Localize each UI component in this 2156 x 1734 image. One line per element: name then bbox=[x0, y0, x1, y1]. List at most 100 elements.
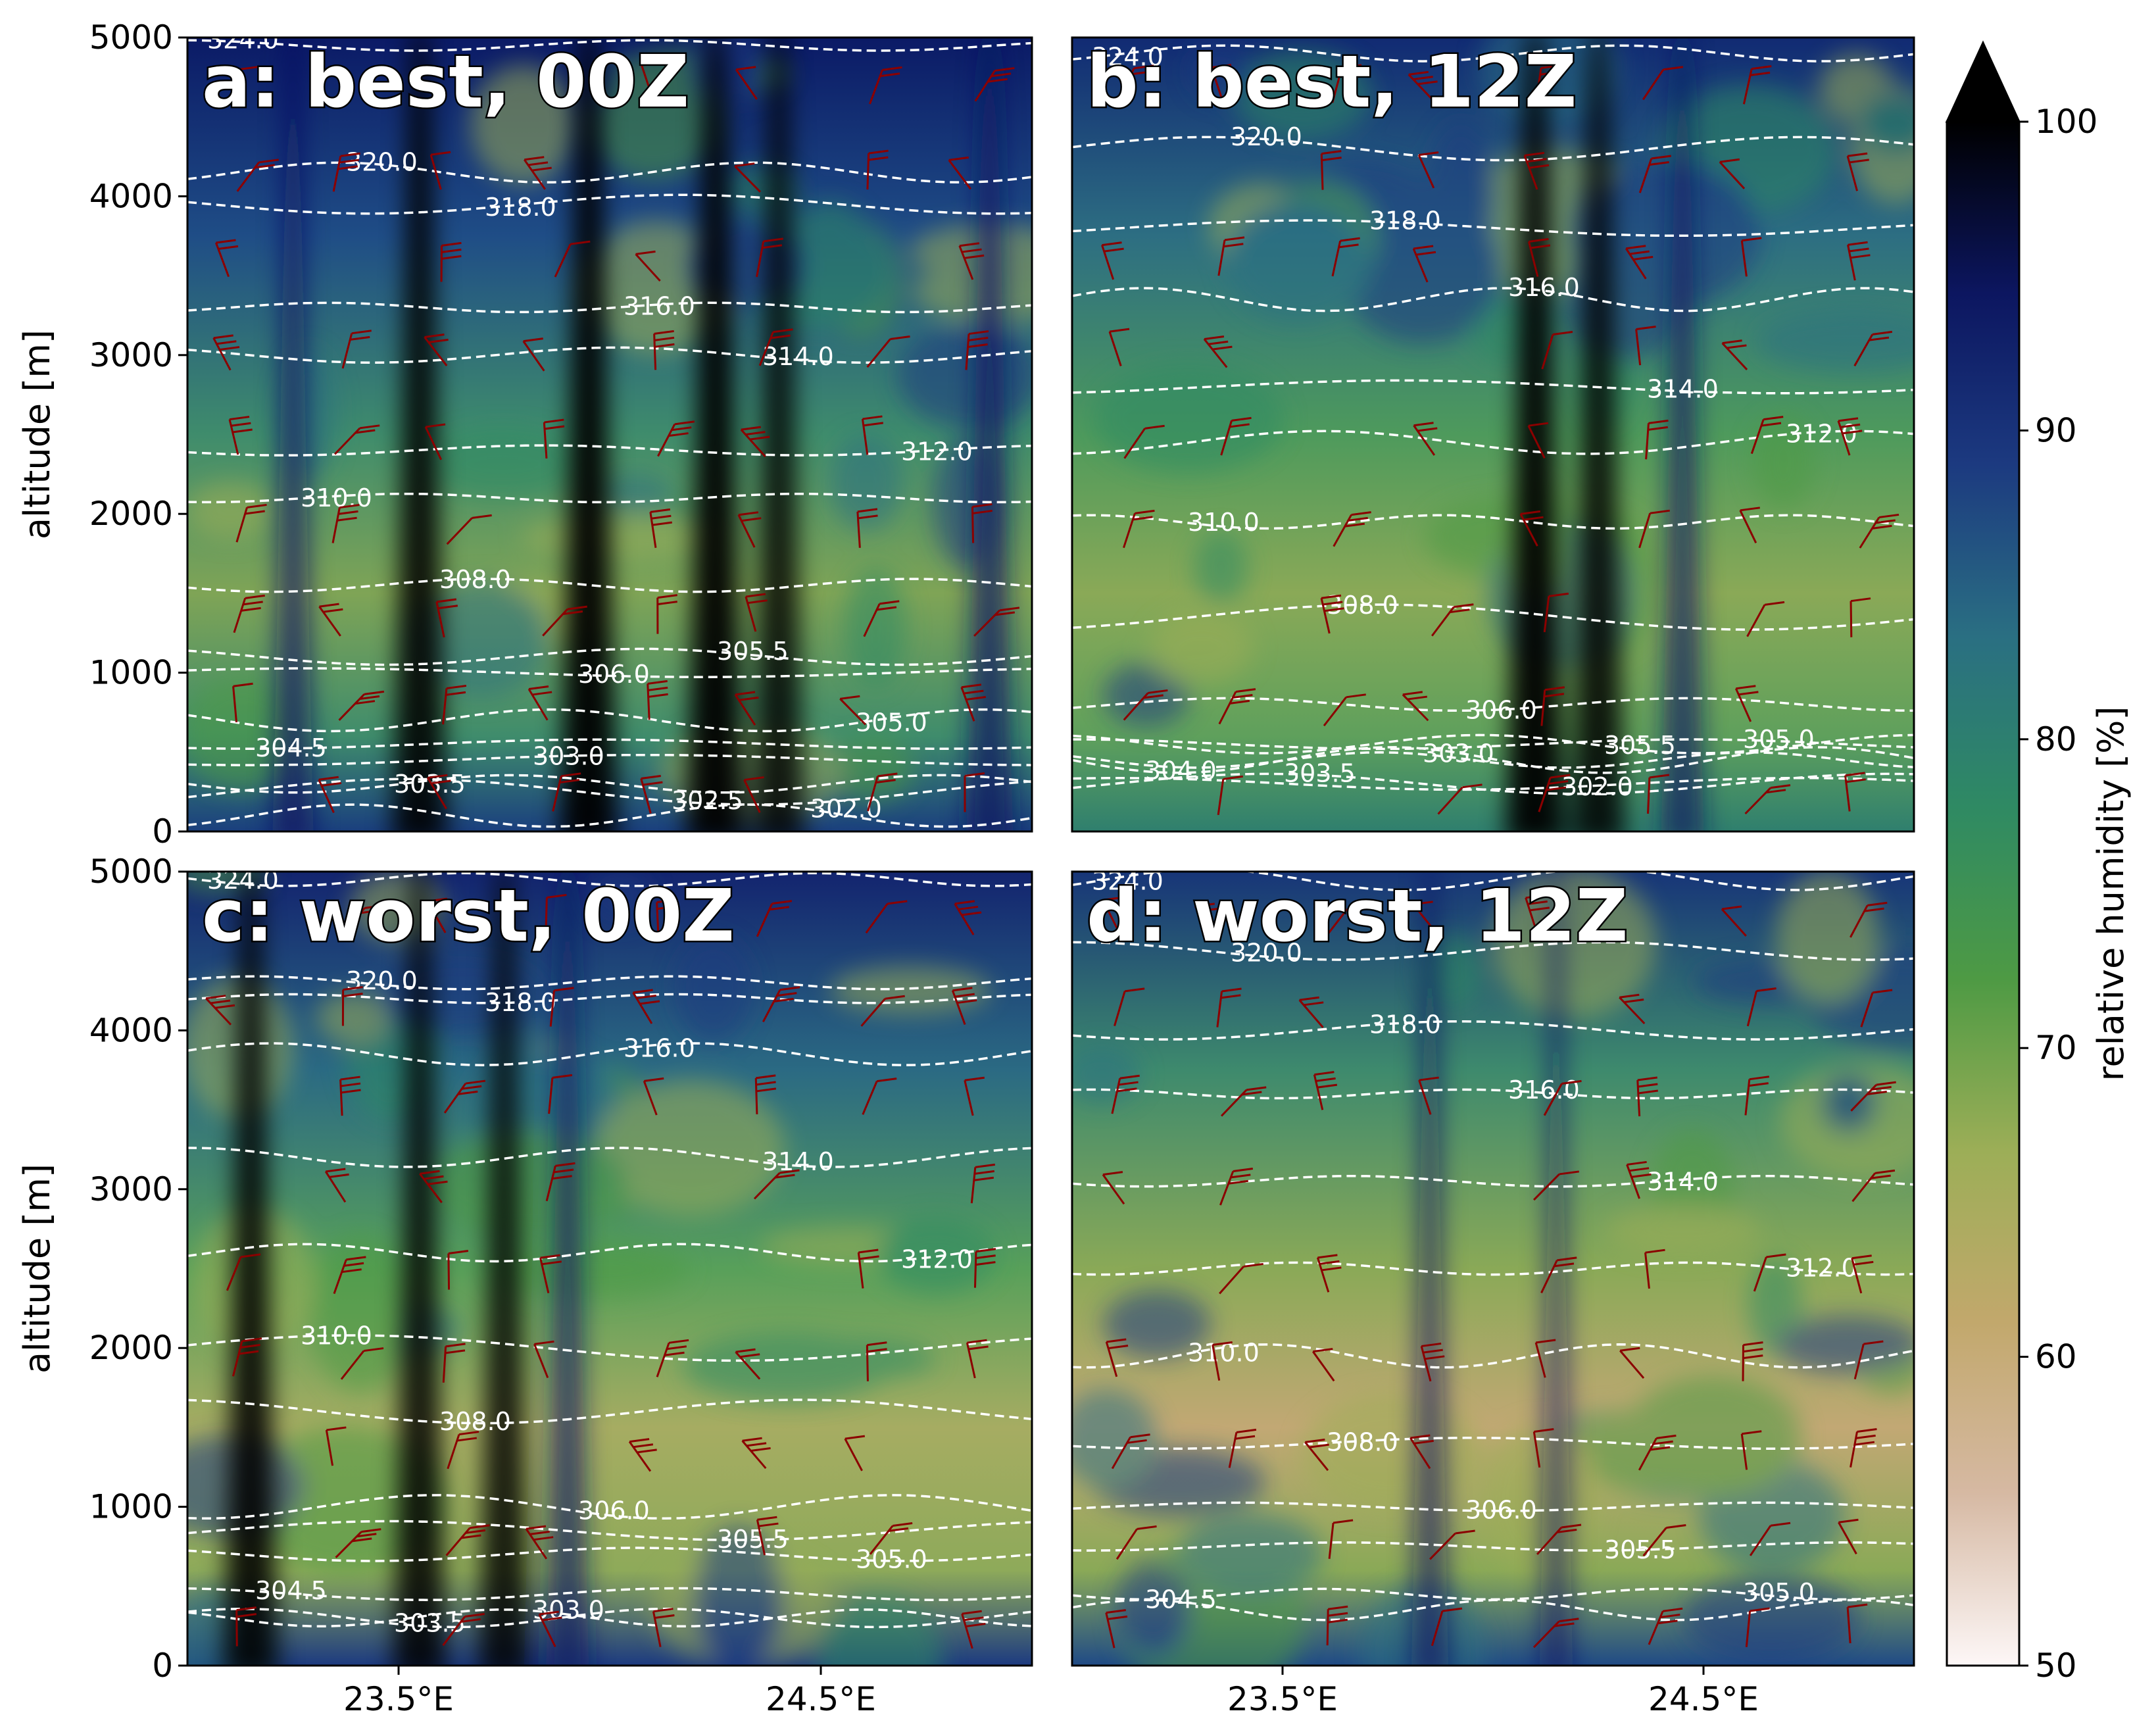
theta-contour-label: 305.5 bbox=[1604, 1535, 1676, 1564]
theta-contour-label: 312.0 bbox=[901, 437, 973, 466]
wind-barb-flag bbox=[526, 1525, 547, 1530]
wind-barb-flag bbox=[361, 1528, 381, 1533]
wind-barb bbox=[552, 62, 555, 99]
wind-barb-flag bbox=[639, 1000, 660, 1005]
wind-barb bbox=[865, 903, 889, 934]
wind-barb-flag bbox=[648, 693, 668, 698]
wind-barb bbox=[1853, 1343, 1865, 1379]
theta-contour-line bbox=[187, 1399, 1032, 1425]
wind-barb bbox=[1105, 1612, 1115, 1648]
saturated-column bbox=[1539, 872, 1573, 1666]
theta-contour-label: 306.0 bbox=[1465, 1495, 1537, 1524]
panel-frame bbox=[186, 870, 1033, 1667]
wind-barb-flag bbox=[445, 1349, 466, 1354]
wind-barb-flag bbox=[654, 336, 675, 341]
wind-barb-flag bbox=[461, 1085, 482, 1090]
theta-contour-label: 306.0 bbox=[578, 660, 650, 689]
wind-barb-flag bbox=[1847, 152, 1868, 157]
wind-barb-flag bbox=[1534, 1427, 1554, 1433]
wind-barb bbox=[653, 334, 657, 370]
wind-barb bbox=[318, 606, 341, 637]
x-tick-label: 23.5°E bbox=[1227, 1680, 1338, 1718]
wind-barb-flag bbox=[343, 986, 363, 991]
wind-barb-flag bbox=[355, 429, 376, 434]
wind-barb-flag bbox=[1104, 247, 1124, 253]
wind-barb-flag bbox=[756, 1087, 777, 1093]
theta-contour-label: 318.0 bbox=[485, 193, 556, 222]
wind-barb bbox=[1105, 1341, 1118, 1377]
theta-contour-label: 314.0 bbox=[762, 1147, 834, 1176]
wind-barb-flag bbox=[777, 992, 797, 997]
wind-barb-flag bbox=[1561, 1079, 1582, 1085]
wind-barb-flag bbox=[247, 503, 267, 508]
wind-barb-flag bbox=[1524, 151, 1545, 157]
wind-barb-flag bbox=[664, 1351, 685, 1356]
wind-barb-flag bbox=[635, 250, 656, 255]
wind-barb bbox=[1619, 997, 1646, 1025]
wind-barb-flag bbox=[238, 1350, 259, 1355]
wind-barb-flag bbox=[1651, 155, 1671, 160]
wind-barb-flag bbox=[559, 779, 580, 784]
wind-barb-flag bbox=[1236, 1428, 1257, 1433]
wind-barb-flag bbox=[363, 1347, 384, 1352]
wind-barb-flag bbox=[1143, 694, 1164, 699]
wind-barb-flag bbox=[340, 1076, 360, 1081]
y-tick-label: 3000 bbox=[89, 1170, 173, 1208]
wind-barb-flag bbox=[1402, 691, 1423, 696]
theta-contour-label: 305.5 bbox=[717, 637, 789, 666]
plot-area: 324.0 320.0 318.0 316.0 314.0 312.0 310.0 308.0… bbox=[187, 37, 1032, 831]
wind-barb bbox=[1719, 161, 1746, 189]
wind-barb-flag bbox=[321, 781, 342, 787]
wind-barb bbox=[735, 68, 758, 100]
wind-barb bbox=[1328, 1522, 1335, 1559]
wind-barb-flag bbox=[735, 162, 755, 168]
wind-barb-flag bbox=[654, 1614, 675, 1619]
y-tick-label: 0 bbox=[152, 812, 173, 851]
wind-barb bbox=[1101, 245, 1115, 280]
wind-barb-flag bbox=[758, 1522, 779, 1527]
theta-contour-line bbox=[1072, 738, 1914, 751]
colorbar-label: relative humidity [%] bbox=[2090, 706, 2132, 1081]
wind-barb-flag bbox=[868, 149, 889, 155]
wind-barb-flag bbox=[355, 700, 376, 705]
wind-barb-flag bbox=[1742, 1430, 1762, 1435]
theta-contour-line bbox=[187, 193, 1032, 215]
wind-barb-flag bbox=[1413, 1439, 1434, 1445]
wind-barb-flag bbox=[858, 514, 878, 520]
theta-contour-line bbox=[1072, 1088, 1914, 1100]
wind-barb-flag bbox=[857, 508, 878, 513]
theta-contour-line bbox=[1072, 697, 1914, 712]
wind-barb-flag bbox=[1838, 1518, 1859, 1523]
wind-barb-flag bbox=[529, 1530, 550, 1535]
wind-barb-flag bbox=[1315, 1077, 1336, 1082]
y-tick-label: 1000 bbox=[89, 1488, 173, 1526]
wind-barb bbox=[741, 1440, 767, 1470]
wind-barb-flag bbox=[1722, 339, 1742, 345]
wind-barb-flag bbox=[339, 504, 360, 509]
wind-barb-flag bbox=[1629, 250, 1650, 255]
wind-barb-flag bbox=[1766, 1253, 1786, 1258]
theta-contour-label: 302.0 bbox=[1561, 772, 1633, 801]
saturated-column bbox=[1506, 37, 1565, 831]
wind-barb bbox=[419, 1173, 443, 1203]
wind-barb bbox=[1102, 1174, 1125, 1205]
wind-barb-flag bbox=[879, 600, 900, 605]
wind-barb-flag bbox=[1338, 243, 1359, 249]
wind-barb-flag bbox=[427, 897, 448, 903]
wind-barb-flag bbox=[1849, 159, 1869, 164]
wind-barb bbox=[1534, 1342, 1546, 1378]
wind-barb bbox=[1210, 67, 1224, 103]
wind-barb-flag bbox=[1864, 907, 1884, 912]
wind-barb-flag bbox=[1842, 430, 1863, 435]
wind-barb bbox=[215, 242, 230, 278]
wind-barb-flag bbox=[531, 166, 552, 172]
panel-frame bbox=[1071, 36, 1915, 833]
wind-barb-flag bbox=[1314, 1071, 1335, 1076]
wind-barb-flag bbox=[1417, 427, 1438, 432]
wind-barb-flag bbox=[1135, 509, 1155, 514]
panel-b: 324.0320.0318.0316.0314.0312.0310.0308.0… bbox=[1071, 36, 1915, 833]
wind-barb-flag bbox=[341, 1089, 361, 1094]
wind-barb-flag bbox=[1407, 695, 1428, 701]
panel-frame bbox=[1071, 870, 1915, 1667]
wind-barb-flag bbox=[329, 1173, 349, 1178]
